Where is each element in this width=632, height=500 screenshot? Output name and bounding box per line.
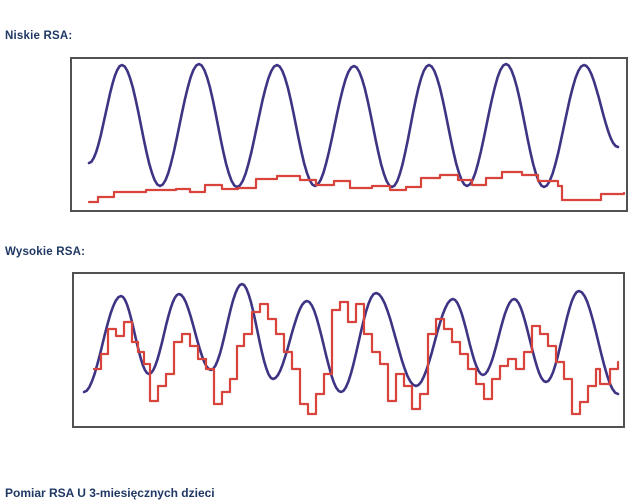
- chart-plot-niskie-rsa: [87, 62, 626, 204]
- clipped-caption-text: Pomiar RSA U 3-miesięcznych dzieci: [5, 486, 215, 500]
- chart-panel-wysokie-rsa: [72, 272, 625, 428]
- section-label-wysokie-rsa: Wysokie RSA:: [5, 246, 86, 258]
- chart-panel-niskie-rsa: [70, 57, 628, 212]
- chart-plot-wysokie-rsa: [82, 282, 620, 416]
- section-label-niskie-rsa: Niskie RSA:: [5, 30, 73, 42]
- series-steps-line: [87, 170, 626, 204]
- series-wave-line: [87, 62, 620, 189]
- series-wave-line: [82, 282, 620, 396]
- series-steps-line: [92, 300, 620, 416]
